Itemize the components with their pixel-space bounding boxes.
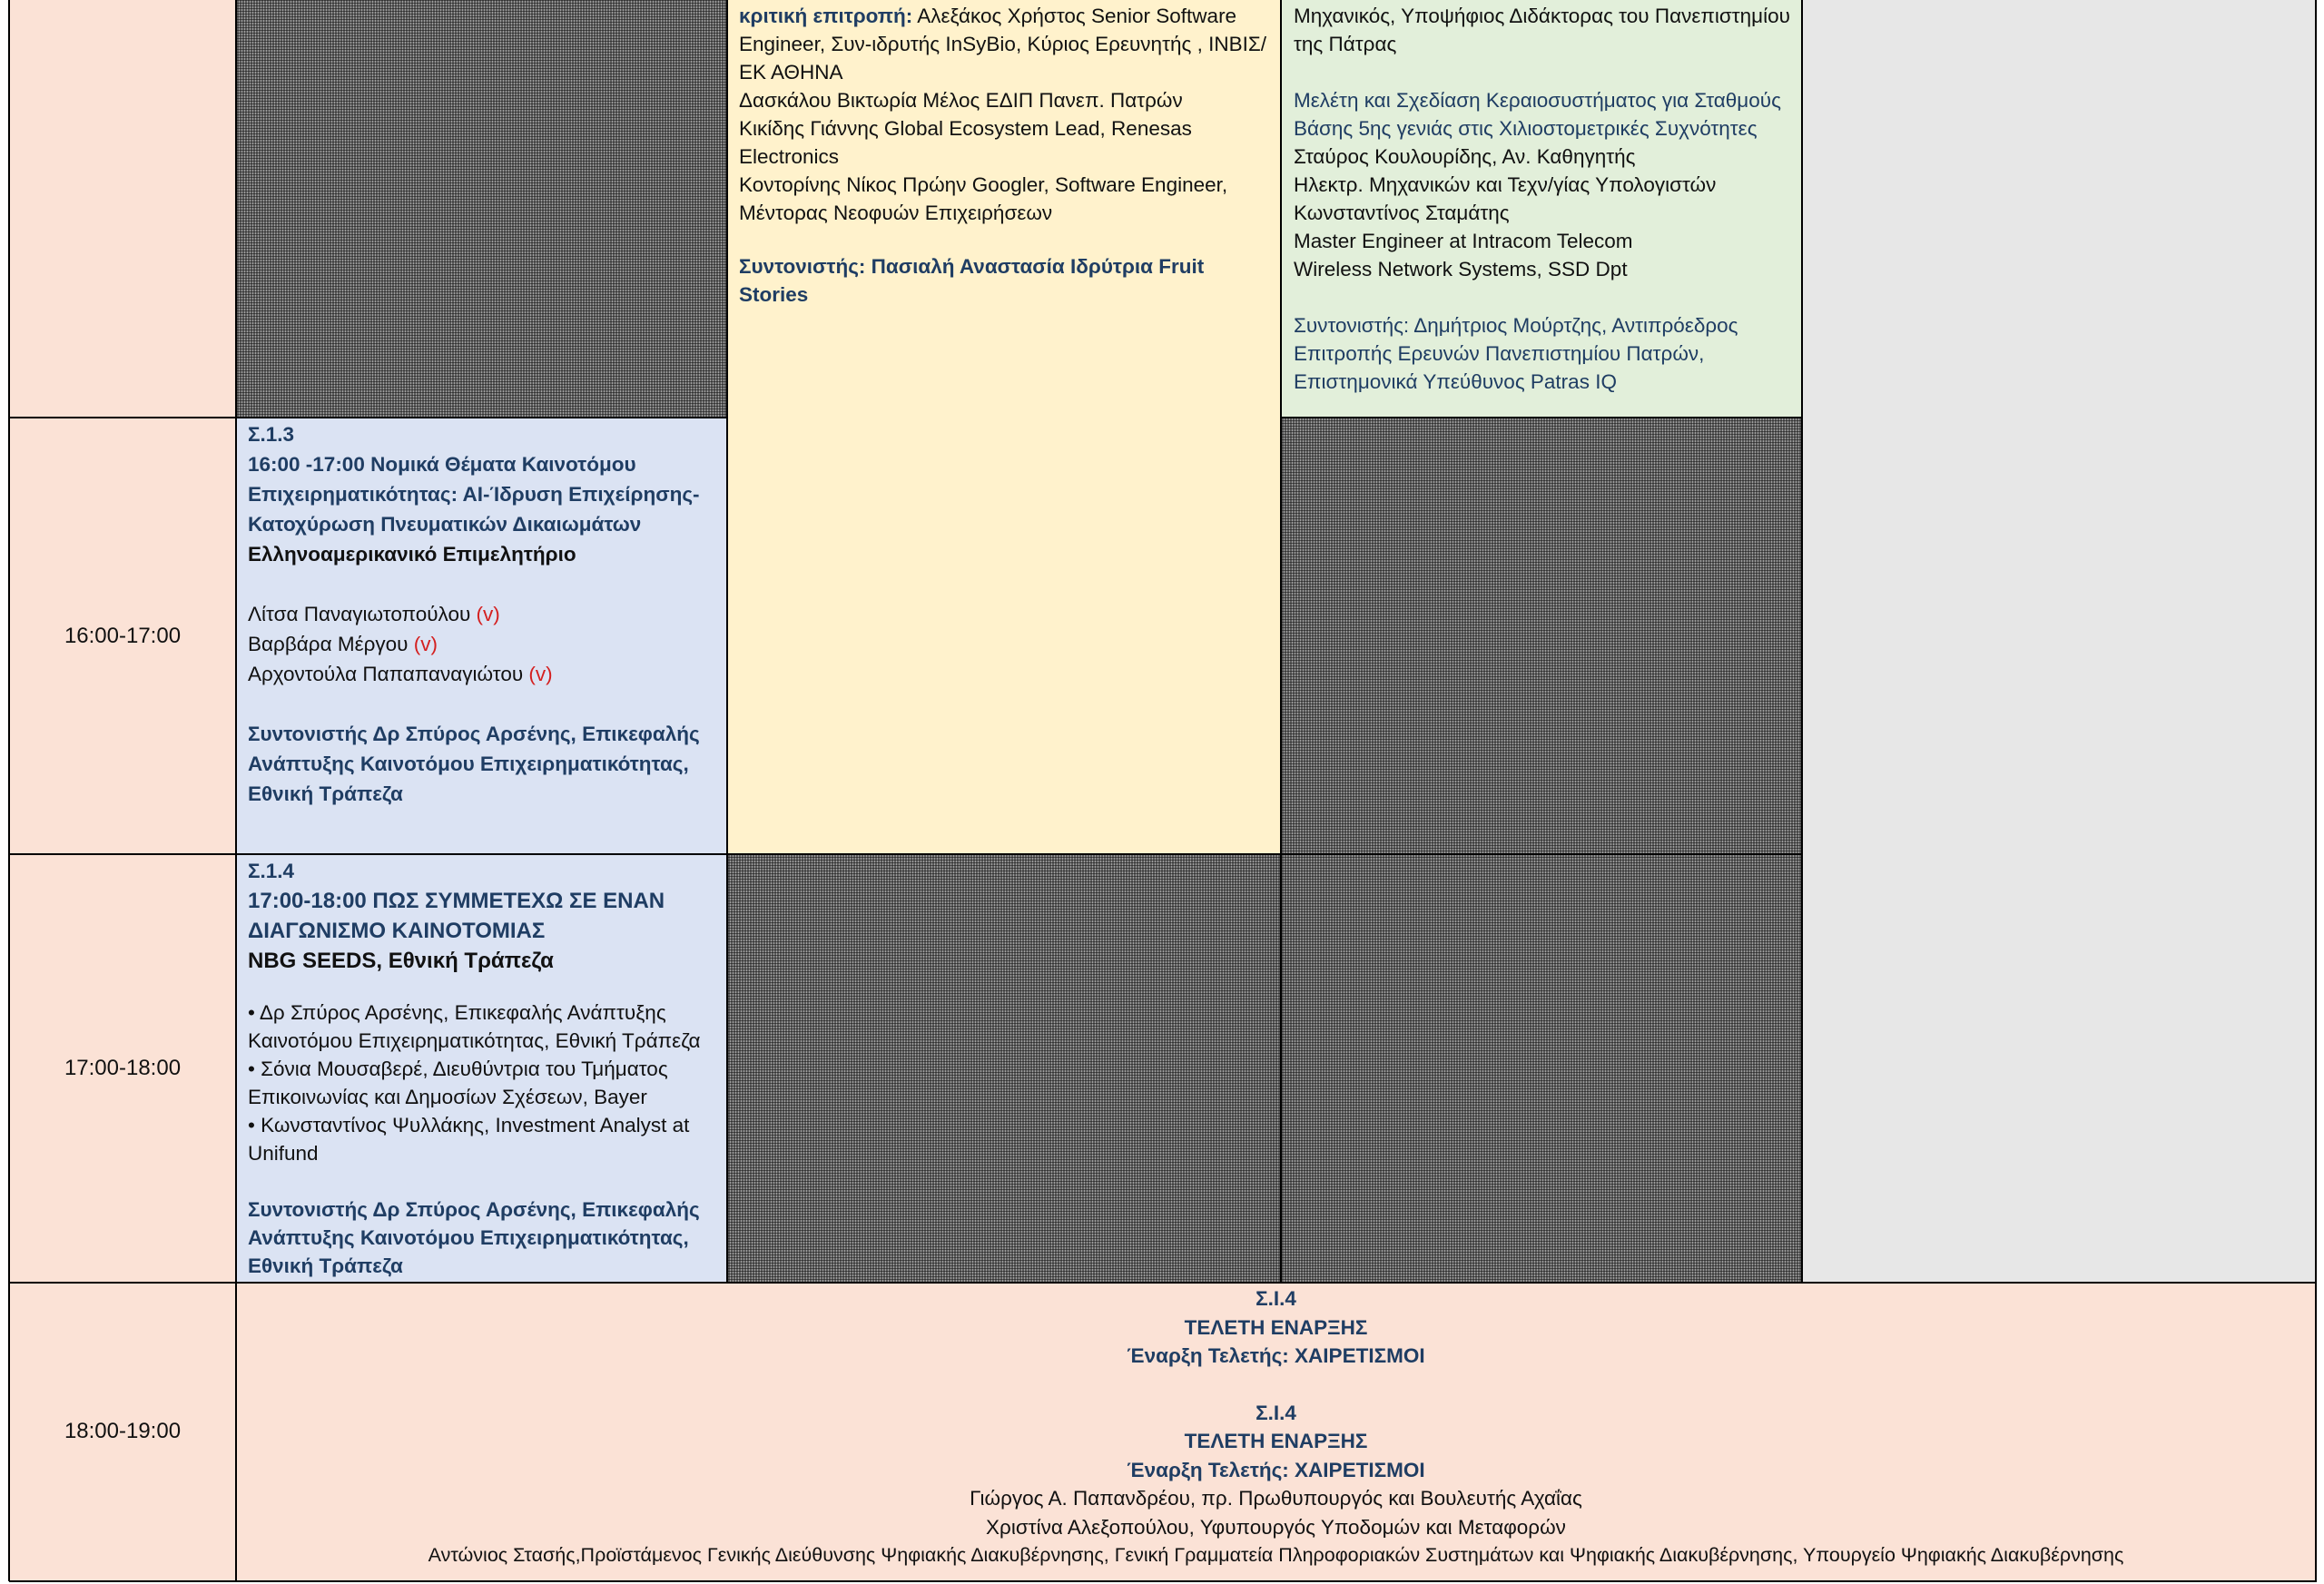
speaker-list-item: Βαρβάρα Μέργου (v) xyxy=(248,629,715,659)
ceremony-text: Σ.Ι.4 ΤΕΛΕΤΗ ΕΝΑΡΞΗΣ Έναρξη Τελετής: ΧΑΙ… xyxy=(236,1284,2316,1570)
speaker-affiliation: Wireless Network Systems, SSD Dpt xyxy=(1294,258,1628,280)
guest-speaker: Γιώργος Α. Παπανδρέου, πρ. Πρωθυπουργός … xyxy=(970,1487,1582,1510)
session-s13-cell xyxy=(236,418,727,854)
virtual-mark: (v) xyxy=(413,633,438,655)
grid-line xyxy=(9,417,727,418)
speaker-name: Βαρβάρα Μέργου xyxy=(248,633,414,655)
speaker-list-item: • Δρ Σπύρος Αρσένης, Επικεφαλής Ανάπτυξη… xyxy=(248,1001,701,1052)
grid-line xyxy=(1280,0,1282,1284)
speaker-affiliation: Μηχανικός, Υποψήφιος Διδάκτορας του Πανε… xyxy=(1294,5,1790,55)
unavailable-slot-col1-top xyxy=(236,0,727,418)
grid-line xyxy=(9,853,1802,855)
green-session-cell xyxy=(1281,0,1802,418)
ceremony-title: ΤΕΛΕΤΗ ΕΝΑΡΞΗΣ xyxy=(1184,1430,1368,1452)
grid-line xyxy=(9,1580,2317,1582)
speaker-name: Αρχοντούλα Παπαπαναγιώτου xyxy=(248,663,529,685)
grid-line xyxy=(9,1282,2317,1284)
grid-line xyxy=(1801,0,1803,1284)
session-coordinator: Συντονιστής: Δημήτριος Μούρτζης, Αντιπρό… xyxy=(1294,314,1738,393)
ceremony-subtitle: Έναρξη Τελετής: ΧΑΙΡΕΤΙΣΜΟΙ xyxy=(1127,1458,1425,1481)
speaker-role: Master Engineer at Intracom Telecom xyxy=(1294,230,1633,252)
committee-member: Αλεξάκος Χρήστος Senior Software Enginee… xyxy=(739,5,1266,84)
unavailable-slot-col3-1600 xyxy=(1281,418,1802,854)
speaker-name: Λίτσα Παναγιωτοπούλου xyxy=(248,603,477,625)
session-code: Σ.Ι.4 xyxy=(1256,1287,1296,1310)
virtual-mark: (v) xyxy=(528,663,553,685)
speaker-name: Κωνσταντίνος Σταμάτης xyxy=(1294,202,1510,224)
speaker-affiliation: Ηλεκτρ. Μηχανικών και Τεχν/γίας Υπολογισ… xyxy=(1294,173,1717,196)
time-label: 17:00-18:00 xyxy=(64,1056,182,1080)
yellow-session-cell xyxy=(727,0,1281,854)
speaker-name: Σταύρος Κουλουρίδης, Αν. Καθηγητής xyxy=(1294,145,1636,168)
grid-line xyxy=(8,0,10,1581)
grid-line xyxy=(726,0,728,1284)
session-coordinator: Συντονιστής: Πασιαλή Αναστασία Ιδρύτρια … xyxy=(739,255,1205,306)
session-organizer: NBG SEEDS, Εθνική Τράπεζα xyxy=(248,949,554,973)
grey-column xyxy=(1802,0,2316,1283)
session-s14-cell xyxy=(236,854,727,1283)
time-column-top xyxy=(9,0,236,418)
speaker-list-item: • Κωνσταντίνος Ψυλλάκης, Investment Anal… xyxy=(248,1114,690,1165)
session-s13-text: Σ.1.3 16:00 -17:00 Νομικά Θέματα Καινοτό… xyxy=(248,419,715,809)
time-label: 16:00-17:00 xyxy=(64,623,182,648)
session-title: 17:00-18:00 ΠΩΣ ΣΥΜΜΕΤΕΧΩ ΣΕ ΕΝΑΝ ΔΙΑΓΩΝ… xyxy=(248,889,665,943)
time-cell-1700 xyxy=(9,854,236,1283)
session-code: Σ.Ι.4 xyxy=(1256,1401,1296,1424)
committee-label: κριτική επιτροπή: xyxy=(739,5,913,27)
time-label: 18:00-19:00 xyxy=(64,1419,182,1443)
guest-speaker: Αντώνιος Στασής,Προϊστάμενος Γενικής Διε… xyxy=(428,1544,2124,1566)
grid-line xyxy=(1281,417,1802,418)
ceremony-cell xyxy=(236,1283,2316,1580)
session-title: 16:00 -17:00 Νομικά Θέματα Καινοτόμου Επ… xyxy=(248,453,700,536)
grid-line xyxy=(2315,0,2317,1581)
session-code: Σ.1.4 xyxy=(248,860,295,882)
unavailable-slot-col2-1700 xyxy=(727,854,1281,1283)
ceremony-title: ΤΕΛΕΤΗ ΕΝΑΡΞΗΣ xyxy=(1184,1315,1368,1339)
session-organizer: Ελληνοαμερικανικό Επιμελητήριο xyxy=(248,543,576,566)
virtual-mark: (v) xyxy=(476,603,500,625)
yellow-session-text: κριτική επιτροπή: Αλεξάκος Χρήστος Senio… xyxy=(739,2,1275,309)
time-cell-1800 xyxy=(9,1283,236,1580)
unavailable-slot-col3-1700 xyxy=(1281,854,1802,1283)
time-cell-1600 xyxy=(9,418,236,854)
speaker-list-item: Λίτσα Παναγιωτοπούλου (v) xyxy=(248,599,715,629)
session-coordinator: Συντονιστής Δρ Σπύρος Αρσένης, Επικεφαλή… xyxy=(248,723,700,805)
session-coordinator: Συντονιστής Δρ Σπύρος Αρσένης, Επικεφαλή… xyxy=(248,1198,700,1277)
green-session-text: Μηχανικός, Υποψήφιος Διδάκτορας του Πανε… xyxy=(1294,2,1797,396)
talk-title: Μελέτη και Σχεδίαση Κεραιοσυστήματος για… xyxy=(1294,89,1781,140)
session-s14-text: Σ.1.4 17:00-18:00 ΠΩΣ ΣΥΜΜΕΤΕΧΩ ΣΕ ΕΝΑΝ … xyxy=(248,856,720,1280)
committee-member: Κοντορίνης Νίκος Πρώην Googler, Software… xyxy=(739,173,1228,224)
committee-member: Κικίδης Γιάννης Global Ecosystem Lead, R… xyxy=(739,117,1192,168)
session-code: Σ.1.3 xyxy=(248,423,295,446)
speaker-list-item: • Σόνια Μουσαβερέ, Διευθύντρια του Τμήμα… xyxy=(248,1058,668,1108)
committee-member: Δασκάλου Βικτωρία Μέλος ΕΔΙΠ Πανεπ. Πατρ… xyxy=(739,89,1183,112)
ceremony-subtitle: Έναρξη Τελετής: ΧΑΙΡΕΤΙΣΜΟΙ xyxy=(1127,1344,1425,1367)
grid-line xyxy=(235,0,237,1581)
guest-speaker: Χριστίνα Αλεξοπούλου, Υφυπουργός Υποδομώ… xyxy=(986,1515,1566,1539)
speaker-list-item: Αρχοντούλα Παπαπαναγιώτου (v) xyxy=(248,659,715,689)
